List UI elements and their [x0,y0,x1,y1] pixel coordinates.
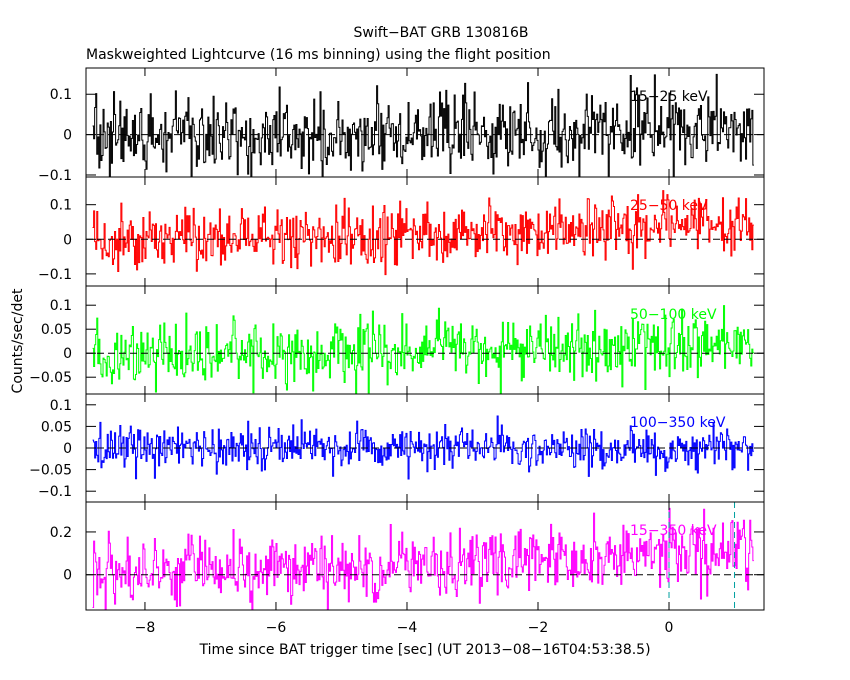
series-line-2 [92,190,754,276]
y-tick-label-5-2: 0.2 [50,525,72,541]
series-line-4 [92,415,754,480]
y-tick-label-1-1: −0.1 [38,168,72,184]
x-axis-label: Time since BAT trigger time [sec] (UT 20… [198,642,650,658]
y-tick-label-2-3: 0.1 [50,198,72,214]
panels-group: −0.1 0 0.1 15−25 keV −0.1 0 0.1 25−50 keV −0.05 0… [29,67,765,636]
panel-frame-5 [85,501,765,611]
y-tick-label-3-2: 0 [63,346,72,362]
band-label-4: 100−350 keV [630,415,726,431]
y-tick-label-3-3: 0.05 [41,322,72,338]
y-tick-label-4-4: 0.05 [41,419,72,435]
panel-5: 0 0.2 −8 −6 −4 −2 0 15−350 keV [50,501,765,636]
x-tick-label-1: −8 [135,620,156,636]
x-tick-label-2: −6 [266,620,287,636]
panel-2: −0.1 0 0.1 25−50 keV [38,176,765,287]
x-tick-label-4: −2 [528,620,549,636]
band-label-2: 25−50 keV [630,198,708,214]
series-line-1 [92,73,754,177]
band-label-1: 15−25 keV [630,89,708,105]
panel-frame-1 [85,67,765,178]
panel-3: −0.05 0 0.05 0.1 50−100 keV [29,285,765,395]
y-axis-label: Counts/sec/det [10,288,26,393]
y-tick-label-4-1: −0.1 [38,484,72,500]
x-tick-label-3: −4 [397,620,418,636]
y-tick-label-5-1: 0 [63,568,72,584]
y-tick-label-3-1: −0.05 [29,370,72,386]
x-tick-label-5: 0 [665,620,674,636]
panel-1: −0.1 0 0.1 15−25 keV [38,67,765,184]
band-label-5: 15−350 keV [630,523,717,539]
series-line-5 [92,507,754,610]
y-tick-label-4-3: 0 [63,441,72,457]
band-label-3: 50−100 keV [630,307,717,323]
chart-title: Swift−BAT GRB 130816B [354,25,529,41]
y-tick-label-1-2: 0 [63,128,72,144]
y-tick-label-4-2: −0.05 [29,463,72,479]
chart-subtitle: Maskweighted Lightcurve (16 ms binning) … [86,47,551,63]
y-tick-label-2-2: 0 [63,232,72,248]
series-line-3 [92,305,754,394]
y-tick-label-2-1: −0.1 [38,267,72,283]
y-tick-label-4-5: 0.1 [50,398,72,414]
panel-4: −0.1 −0.05 0 0.05 0.1 100−350 keV [29,393,765,503]
y-tick-label-1-3: 0.1 [50,87,72,103]
y-tick-label-3-4: 0.1 [50,298,72,314]
